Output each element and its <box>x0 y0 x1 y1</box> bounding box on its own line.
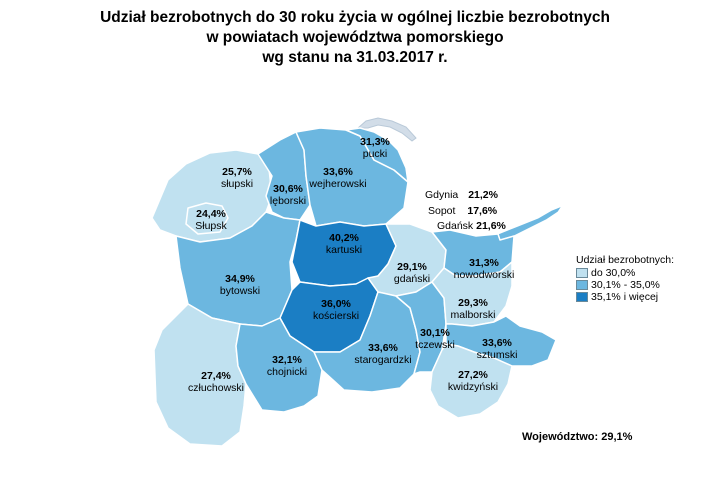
title-line-1: Udział bezrobotnych do 30 roku życia w o… <box>100 9 610 26</box>
city-gdynia: Gdynia 21,2% <box>425 188 498 202</box>
city-gdansk: Gdańsk 21,6% <box>437 219 506 233</box>
region-kwidzynski <box>429 343 513 419</box>
value-koscierski: 36,0% <box>321 298 351 310</box>
hel-peninsula <box>356 117 417 142</box>
name-tczewski: tczewski <box>415 339 455 351</box>
name-leborski: lęborski <box>269 195 307 207</box>
region-shapes <box>151 127 557 447</box>
label-czluchowski: 27,4% człuchowski <box>188 370 244 394</box>
label-starogardzki: 33,6% starogardzki <box>354 342 411 366</box>
legend-title: Udział bezrobotnych: <box>576 254 675 266</box>
city-sopot-name: Sopot <box>428 205 456 217</box>
legend-swatch-low <box>576 268 588 278</box>
value-pucki: 31,3% <box>360 136 390 148</box>
name-gdanski: gdański <box>393 273 431 285</box>
label-kwidzynski: 27,2% kwidzyński <box>448 369 498 393</box>
value-slupsk: 24,4% <box>196 208 226 220</box>
legend-swatch-high <box>576 292 588 302</box>
value-malborski: 29,3% <box>458 297 488 309</box>
value-wejherowski: 33,6% <box>323 166 353 178</box>
legend: Udział bezrobotnych: do 30,0% 30,1% - 35… <box>576 254 674 303</box>
region-malborski <box>431 261 513 327</box>
value-slupski: 25,7% <box>222 166 252 178</box>
label-pucki: 31,3% pucki <box>360 136 390 160</box>
city-sopot: Sopot 17,6% <box>428 204 497 218</box>
city-gdynia-value: 21,2% <box>468 189 498 201</box>
name-slupski: słupski <box>220 178 254 190</box>
name-malborski: malborski <box>450 309 496 321</box>
value-tczewski: 30,1% <box>420 327 450 339</box>
name-nowodworski: nowodworski <box>453 269 515 281</box>
city-gdansk-value: 21,6% <box>476 220 506 232</box>
name-koscierski: kościerski <box>312 310 360 322</box>
name-bytowski: bytowski <box>219 285 261 297</box>
name-pucki: pucki <box>362 148 388 160</box>
title-line-3: wg stanu na 31.03.2017 r. <box>262 49 448 66</box>
vistula-spit <box>497 204 564 241</box>
value-leborski: 30,6% <box>273 183 303 195</box>
city-gdansk-name: Gdańsk <box>437 220 474 232</box>
city-sopot-value: 17,6% <box>467 205 498 217</box>
label-nowodworski: 31,3% nowodworski <box>454 257 515 281</box>
value-kartuski: 40,2% <box>329 232 359 244</box>
legend-item-mid: 30,1% - 35,0% <box>576 279 674 291</box>
name-sztumski: sztumski <box>476 349 518 361</box>
map-title: Udział bezrobotnych do 30 roku życia w o… <box>0 8 710 68</box>
label-chojnicki: 32,1% chojnicki <box>267 354 307 378</box>
label-sztumski: 33,6% sztumski <box>477 337 518 361</box>
legend-item-low: do 30,0% <box>576 267 674 279</box>
name-starogardzki: starogardzki <box>354 354 412 366</box>
legend-item-high: 35,1% i więcej <box>576 291 674 303</box>
region-leborski <box>257 131 311 221</box>
label-malborski: 29,3% malborski <box>451 297 496 321</box>
name-czluchowski: człuchowski <box>187 382 245 394</box>
value-czluchowski: 27,4% <box>201 370 231 382</box>
legend-label-high: 35,1% i więcej <box>591 291 659 303</box>
name-slupsk: Słupsk <box>195 220 227 232</box>
value-bytowski: 34,9% <box>225 273 255 285</box>
name-kartuski: kartuski <box>325 244 363 256</box>
region-chojnicki <box>235 317 323 413</box>
region-pucki <box>345 127 409 183</box>
name-wejherowski: wejherowski <box>309 178 367 190</box>
city-gdynia-name: Gdynia <box>425 189 459 201</box>
legend-label-mid: 30,1% - 35,0% <box>591 279 660 291</box>
name-chojnicki: chojnicki <box>266 366 308 378</box>
label-gdanski: 29,1% gdański <box>394 261 430 285</box>
value-chojnicki: 32,1% <box>272 354 302 366</box>
label-leborski: 30,6% lęborski <box>270 183 306 207</box>
legend-label-low: do 30,0% <box>591 267 636 279</box>
label-slupsk: 24,4% Słupsk <box>195 208 227 232</box>
label-tczewski: 30,1% tczewski <box>415 327 455 351</box>
legend-swatch-mid <box>576 280 588 290</box>
value-starogardzki: 33,6% <box>368 342 398 354</box>
value-sztumski: 33,6% <box>482 337 512 349</box>
value-nowodworski: 31,3% <box>469 257 499 269</box>
region-slupsk <box>185 202 229 235</box>
name-kwidzynski: kwidzyński <box>447 381 499 393</box>
voivodeship-summary: Województwo: 29,1% <box>522 431 633 443</box>
value-gdanski: 29,1% <box>397 261 427 273</box>
label-wejherowski: 33,6% wejherowski <box>309 166 366 190</box>
title-line-2: w powiatach województwa pomorskiego <box>206 29 504 46</box>
label-slupski: 25,7% słupski <box>221 166 253 190</box>
label-kartuski: 40,2% kartuski <box>326 232 362 256</box>
label-koscierski: 36,0% kościerski <box>313 298 359 322</box>
value-kwidzynski: 27,2% <box>458 369 488 381</box>
label-bytowski: 34,9% bytowski <box>220 273 260 297</box>
